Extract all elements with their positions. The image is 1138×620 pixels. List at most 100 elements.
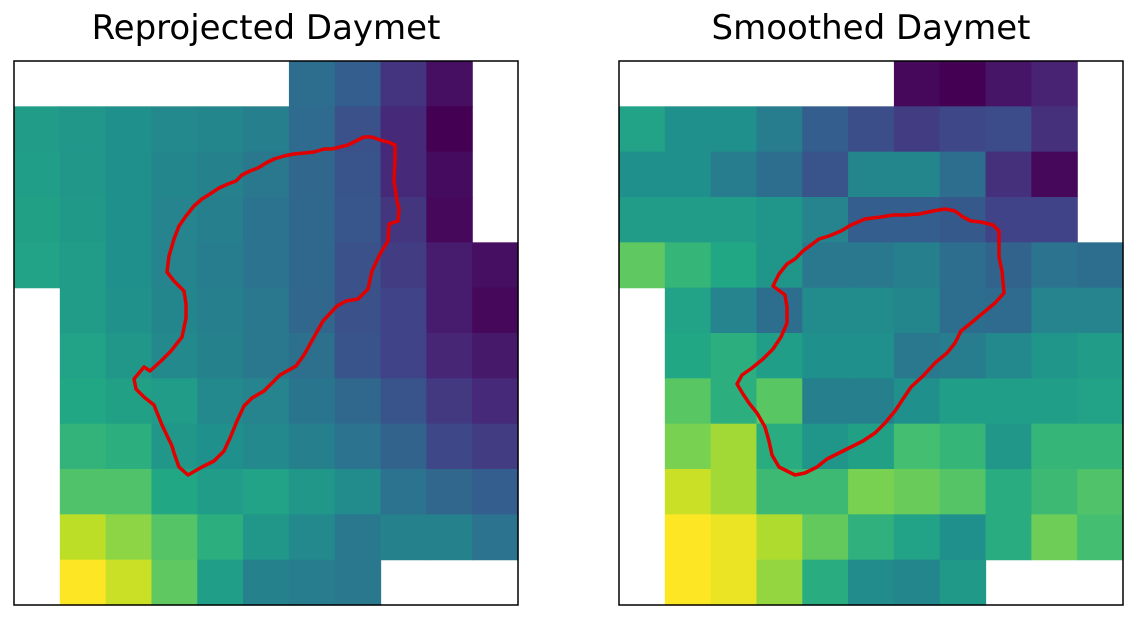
heatmap-cell <box>59 514 107 561</box>
heatmap-cell <box>802 559 849 606</box>
heatmap-cell <box>1031 333 1078 379</box>
heatmap-cell <box>664 151 712 198</box>
heatmap-cell <box>893 559 941 606</box>
heatmap-cell <box>426 469 473 515</box>
heatmap-cell <box>288 242 336 289</box>
heatmap-cell <box>664 106 712 153</box>
heatmap-cell <box>197 242 244 289</box>
heatmap-cell <box>1077 242 1124 289</box>
heatmap-cell <box>710 287 758 334</box>
heatmap-cell <box>426 61 473 107</box>
heatmap-cell <box>985 333 1032 379</box>
heatmap-cell <box>243 423 290 470</box>
heatmap-cell <box>59 333 107 379</box>
heatmap-cell <box>380 61 427 107</box>
heatmap-cell <box>848 469 895 515</box>
heatmap-cell <box>59 423 107 470</box>
heatmap-cell <box>1031 423 1078 470</box>
heatmap-cell <box>243 514 290 561</box>
heatmap-cell <box>426 106 473 153</box>
heatmap-cell <box>848 287 895 334</box>
heatmap-cell <box>59 242 107 289</box>
heatmap-cell <box>59 469 107 515</box>
heatmap-cell <box>243 469 290 515</box>
heatmap-cell <box>893 287 941 334</box>
heatmap-cell <box>426 287 473 334</box>
heatmap-cell <box>939 333 987 379</box>
heatmap-cell <box>1031 61 1078 107</box>
heatmap-cell <box>985 287 1032 334</box>
heatmap-cell <box>288 106 336 153</box>
heatmap-cell <box>756 287 803 334</box>
heatmap-cell <box>151 469 198 515</box>
heatmap-cell <box>197 106 244 153</box>
heatmap-cell <box>710 151 758 198</box>
heatmap-cell <box>288 197 336 243</box>
heatmap-cell <box>14 197 61 243</box>
heatmap-cell <box>619 106 666 153</box>
heatmap-cell <box>756 378 803 425</box>
heatmap-cell <box>288 151 336 198</box>
heatmap-cell <box>59 287 107 334</box>
heatmap-cell <box>710 423 758 470</box>
heatmap-cell <box>985 378 1032 425</box>
heatmap-cell <box>985 151 1032 198</box>
heatmap-cell <box>802 106 849 153</box>
heatmap-cell <box>334 378 382 425</box>
heatmap-cell <box>802 333 849 379</box>
heatmap-cell <box>197 423 244 470</box>
heatmap-cell <box>893 423 941 470</box>
heatmap-cell <box>426 151 473 198</box>
heatmap-cell <box>59 151 107 198</box>
heatmap-cell <box>243 242 290 289</box>
heatmap-cell <box>426 514 473 561</box>
heatmap-cell <box>151 151 198 198</box>
heatmap-cell <box>939 106 987 153</box>
heatmap-cell <box>802 287 849 334</box>
heatmap-cell <box>151 559 198 606</box>
heatmap-cell <box>939 514 987 561</box>
heatmap-cell <box>197 559 244 606</box>
heatmap-cell <box>105 242 153 289</box>
heatmap-cell <box>893 242 941 289</box>
heatmap-cell <box>380 151 427 198</box>
heatmap-cell <box>197 469 244 515</box>
heatmap-cell <box>710 197 758 243</box>
heatmap-cell <box>105 514 153 561</box>
heatmap-cell <box>848 514 895 561</box>
heatmap-cell <box>105 378 153 425</box>
heatmap-cell <box>472 333 519 379</box>
heatmap-cell <box>380 242 427 289</box>
heatmap-cell <box>664 378 712 425</box>
heatmap-cell <box>710 559 758 606</box>
right-panel-title: Smoothed Daymet <box>711 8 1031 48</box>
heatmap-cell <box>893 333 941 379</box>
heatmap-cell <box>288 423 336 470</box>
heatmap-cell <box>1077 514 1124 561</box>
heatmap-cell <box>619 242 666 289</box>
heatmap-cell <box>893 197 941 243</box>
heatmap-cell <box>939 423 987 470</box>
heatmap-cell <box>1031 378 1078 425</box>
heatmap-cell <box>380 106 427 153</box>
heatmap-cell <box>243 106 290 153</box>
heatmap-cell <box>1077 378 1124 425</box>
smoothed-heatmap <box>618 60 1124 606</box>
heatmap-cell <box>848 559 895 606</box>
heatmap-cell <box>664 469 712 515</box>
heatmap-cell <box>1031 197 1078 243</box>
heatmap-cell <box>619 151 666 198</box>
heatmap-cell <box>1077 333 1124 379</box>
heatmap-cell <box>59 197 107 243</box>
heatmap-cell <box>151 333 198 379</box>
heatmap-cell <box>939 559 987 606</box>
heatmap-cell <box>59 378 107 425</box>
heatmap-cell <box>985 423 1032 470</box>
heatmap-cell <box>664 242 712 289</box>
heatmap-cell <box>105 197 153 243</box>
heatmap-cell <box>472 514 519 561</box>
heatmap-cell <box>939 61 987 107</box>
watershed-boundary <box>735 207 1006 477</box>
heatmap-cell <box>472 242 519 289</box>
